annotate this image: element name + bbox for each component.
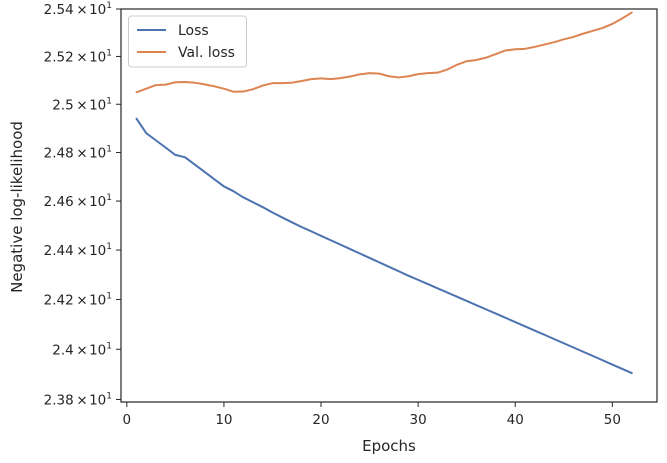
- legend: Loss Val. loss: [128, 15, 247, 68]
- x-axis-label: Epochs: [362, 437, 416, 455]
- y-tick-label: 2.48 × 101: [44, 144, 112, 161]
- series-line-loss: [135, 117, 633, 375]
- y-tick-label: 2.54 × 101: [44, 1, 112, 18]
- y-axis: 2.38 × 101 2.4 × 101 2.42 × 101 2.44 × 101 2…: [44, 1, 121, 408]
- y-tick-label: 2.4 × 101: [52, 341, 112, 358]
- x-tick-label: 20: [312, 412, 329, 428]
- x-tick-label: 40: [507, 412, 524, 428]
- x-tick-label: 0: [123, 412, 132, 428]
- x-tick-label: 50: [604, 412, 621, 428]
- x-axis: 0 10 20 30 40 50: [123, 402, 621, 428]
- y-tick-label: 2.44 × 101: [44, 242, 112, 259]
- legend-label-loss: Loss: [178, 23, 209, 39]
- y-tick-label: 2.42 × 101: [44, 291, 112, 308]
- legend-label-val-loss: Val. loss: [178, 45, 235, 61]
- y-tick-label: 2.46 × 101: [44, 193, 112, 210]
- series-lines: [135, 11, 633, 375]
- y-tick-label: 2.38 × 101: [44, 391, 112, 408]
- x-tick-label: 30: [410, 412, 427, 428]
- y-tick-label: 2.5 × 101: [52, 96, 112, 113]
- y-axis-label: Negative log-likelihood: [8, 121, 26, 293]
- series-line-val-loss: [135, 11, 633, 94]
- plot-area: [120, 8, 658, 403]
- x-tick-label: 10: [215, 412, 232, 428]
- legend-box: [128, 15, 247, 68]
- y-tick-label: 2.52 × 101: [44, 48, 112, 65]
